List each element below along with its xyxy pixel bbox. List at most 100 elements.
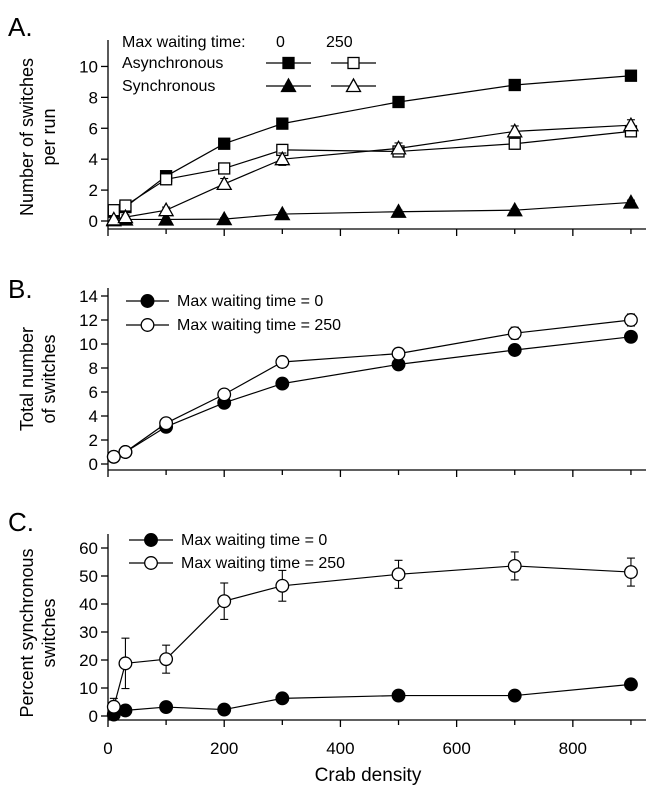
panel-a-ylabel: Number of switches per run [17, 58, 59, 216]
y-tick-label: 0 [89, 455, 98, 474]
data-point [507, 326, 522, 341]
x-tick-label: 800 [559, 739, 587, 758]
legend-swatch-marker [140, 318, 155, 332]
series-1 [106, 329, 638, 464]
y-tick-label: 10 [79, 679, 98, 698]
series-2 [106, 313, 638, 464]
data-point [276, 117, 289, 130]
data-point [275, 691, 290, 706]
x-tick-label: 600 [442, 739, 470, 758]
legend-swatch-marker [282, 56, 295, 70]
panel-a-plot: 0 2 4 6 8 10 [79, 40, 646, 236]
y-tick-label: 50 [79, 567, 98, 586]
legend-col-label-0: 0 [276, 34, 285, 51]
series-line [113, 565, 631, 707]
data-point [106, 699, 121, 714]
data-point [118, 445, 133, 459]
y-tick-label: 40 [79, 595, 98, 614]
data-point [216, 210, 233, 226]
legend-header-label: Max waiting time: [122, 34, 246, 51]
data-point [623, 329, 638, 344]
legend-row-synchronous: Synchronous [122, 78, 215, 95]
series-line [113, 683, 632, 716]
y-tick-label: 6 [89, 119, 98, 138]
data-point [275, 578, 290, 593]
data-point [624, 69, 638, 82]
panel-b-ylabel-line1: Total number [17, 327, 37, 431]
x-tick-label: 200 [210, 739, 238, 758]
legend-b-entry-1: Max waiting time = 250 [177, 317, 341, 334]
y-tick-label: 4 [89, 150, 98, 169]
series-3 [105, 194, 640, 227]
y-tick-label: 8 [89, 359, 98, 378]
legend-b-entry-0: Max waiting time = 0 [177, 293, 323, 310]
legend-c-entry-1: Max waiting time = 250 [181, 555, 345, 572]
data-point [508, 137, 521, 150]
series-line [113, 124, 631, 221]
series-1 [106, 677, 638, 722]
data-point [391, 688, 406, 703]
x-axis-label: Crab density [315, 765, 422, 786]
y-tick-label: 2 [89, 181, 98, 200]
data-point [218, 162, 231, 175]
y-tick-label: 20 [79, 651, 98, 670]
legend-swatch-marker [345, 77, 362, 93]
series-2 [106, 551, 638, 716]
legend-b-swatches [126, 294, 169, 332]
panel-a-ylabel-line2: per run [39, 108, 59, 165]
legend-swatch-marker [144, 533, 158, 547]
data-point [117, 208, 134, 224]
panel-c-ylabel: Percent synchronous switches [17, 548, 59, 717]
data-point [218, 137, 231, 150]
data-point [275, 376, 290, 391]
panel-b: B. Total number of switches Max waiting … [8, 274, 646, 477]
series-4 [105, 116, 640, 226]
data-point [506, 201, 523, 217]
data-point [157, 211, 175, 226]
y-tick-label: 0 [89, 707, 98, 726]
legend-row-asynchronous: Asynchronous [122, 55, 223, 72]
x-tick-label: 0 [103, 739, 112, 758]
data-point [508, 78, 521, 92]
panel-c-ylabel-line2: switches [39, 598, 59, 667]
data-point [274, 150, 291, 166]
data-point [390, 203, 407, 218]
data-point [159, 173, 173, 186]
data-point [392, 95, 405, 109]
data-point [159, 652, 174, 667]
panel-b-ylabel-line2: of switches [39, 334, 59, 423]
data-point [507, 343, 522, 357]
series-line [113, 319, 632, 458]
data-point [623, 313, 638, 327]
data-point [507, 558, 522, 573]
panel-b-legend: Max waiting time = 0 Max waiting time = … [126, 293, 341, 334]
legend-swatch-marker [144, 556, 158, 570]
legend-swatch-marker [280, 77, 297, 93]
panel-b-plot: 0 2 4 6 8 10 12 14 [79, 287, 646, 477]
data-point [506, 123, 523, 138]
data-point [159, 416, 174, 431]
series-2 [107, 125, 638, 217]
panel-a-label: A. [8, 12, 33, 42]
panel-c-ylabel-line1: Percent synchronous [17, 548, 37, 717]
y-tick-label: 30 [79, 623, 98, 642]
y-tick-label: 60 [79, 539, 98, 558]
x-tick-label: 400 [326, 739, 354, 758]
y-tick-label: 12 [79, 311, 98, 330]
data-point [217, 594, 232, 609]
data-point [157, 201, 175, 217]
series-line [113, 130, 632, 211]
data-point [105, 211, 122, 226]
series-line [113, 201, 631, 221]
series-line [113, 336, 632, 458]
y-tick-label: 14 [79, 287, 98, 306]
panel-b-ylabel: Total number of switches [17, 327, 59, 431]
data-point [623, 565, 638, 580]
data-point [623, 677, 638, 692]
legend-c-entry-0: Max waiting time = 0 [181, 532, 327, 549]
panel-c-legend: Max waiting time = 0 Max waiting time = … [129, 532, 345, 572]
data-point [118, 656, 133, 671]
data-point [106, 449, 121, 464]
y-tick-label: 4 [89, 407, 98, 426]
